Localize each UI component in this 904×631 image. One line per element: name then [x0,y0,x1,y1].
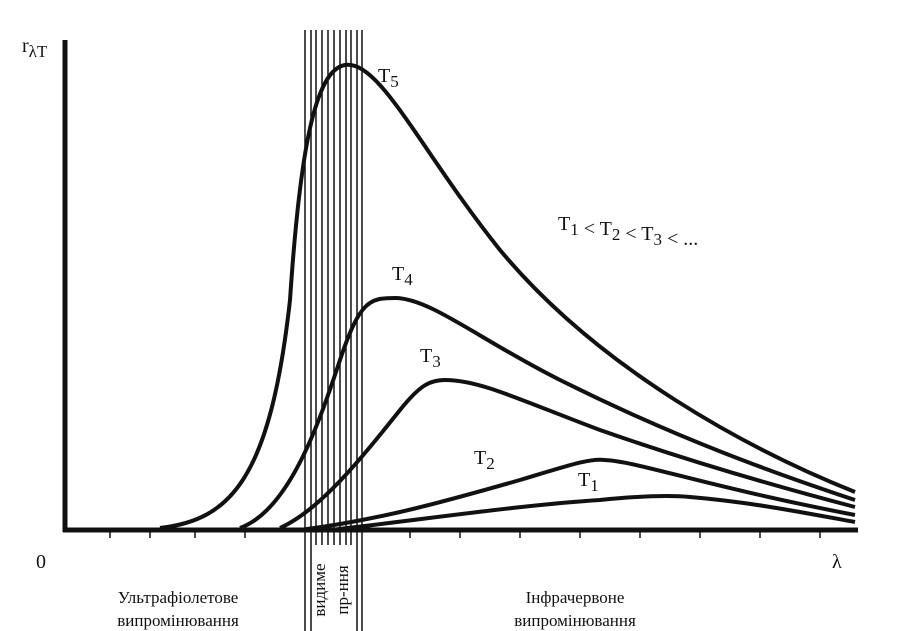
curve-label: T5 [378,65,399,91]
symbol: T [558,213,570,235]
ir-label: випромінювання [514,611,636,630]
subscript: 3 [654,230,663,249]
uv-label: випромінювання [117,611,239,630]
subscript: 1 [590,476,599,495]
curve-t4 [239,295,856,530]
curve-t2 [299,457,856,532]
visible-label: видиме [310,563,329,616]
curves [159,62,856,532]
origin-label: 0 [36,551,46,573]
x-axis-label: λ [832,551,842,573]
symbol: < ... [662,228,698,250]
subscript: 2 [486,454,495,473]
subscript: 3 [432,352,441,371]
symbol: T [600,218,612,240]
subscript: 1 [570,220,579,239]
symbol: r [22,35,29,57]
curve-label: T4 [392,263,413,289]
curve-label: T3 [420,345,441,371]
y-axis-label: rλT [22,35,48,61]
band-label-bg [312,545,356,631]
axes [62,40,858,538]
symbol: < [579,218,600,240]
symbol: T [474,447,486,469]
visible-label: пр-ння [333,565,352,614]
symbol: T [378,65,390,87]
symbol: T [392,263,404,285]
symbol: T [420,345,432,367]
subscript: λT [29,42,48,61]
curve-t5 [159,62,856,530]
region-labels: Ультрафіолетове випромінювання Інфрачерв… [117,563,636,630]
symbol: T [641,223,653,245]
curve-t1 [329,494,856,532]
temperature-relation: T1 < T2 < T3 < ... [558,213,698,250]
ir-label: Інфрачервоне [526,588,625,607]
curve-t3 [279,377,856,530]
subscript: 4 [404,270,413,289]
uv-label: Ультрафіолетове [118,588,239,607]
symbol: T [578,469,590,491]
curve-label: T1 [578,469,599,495]
symbol: < [620,223,641,245]
curve-label: T2 [474,447,495,473]
subscript: 2 [612,225,621,244]
subscript: 5 [390,72,399,91]
